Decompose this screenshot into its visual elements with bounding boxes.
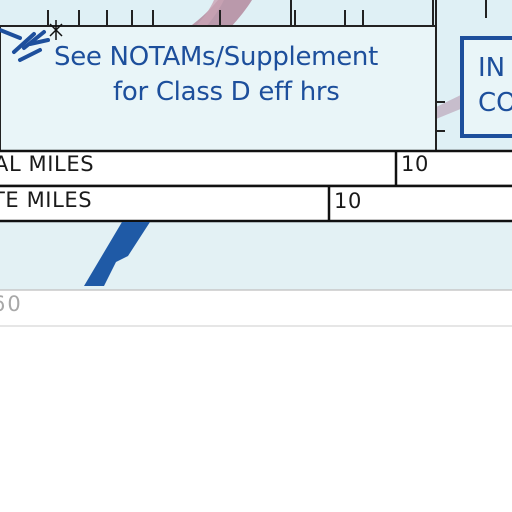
notam-note-line-2: for Class D eff hrs: [113, 77, 340, 107]
info-box-line-2: CO: [478, 88, 512, 118]
airport-symbols: [0, 28, 50, 62]
statute-miles-value: 10: [334, 189, 362, 213]
top-tick-marks: [47, 0, 434, 26]
lower-chart-strip: [0, 222, 512, 290]
info-box-frame: [460, 36, 512, 138]
kilometers-row: [0, 290, 512, 326]
nautical-miles-label: AL MILES: [0, 152, 95, 176]
notam-note-box: [0, 25, 437, 152]
notam-note-line-1: See NOTAMs/Supplement: [54, 42, 378, 72]
star-marker: [49, 20, 63, 40]
kilometers-value: 60: [0, 292, 23, 316]
info-box-line-1: IN: [478, 53, 506, 83]
nautical-miles-value: 10: [401, 152, 429, 176]
statute-miles-label: TE MILES: [0, 188, 93, 212]
right-guide-ticks: [436, 101, 445, 132]
blue-route-marker: [84, 222, 150, 286]
statute-miles-row: [0, 184, 512, 223]
scale-bar-frame: [0, 149, 512, 223]
